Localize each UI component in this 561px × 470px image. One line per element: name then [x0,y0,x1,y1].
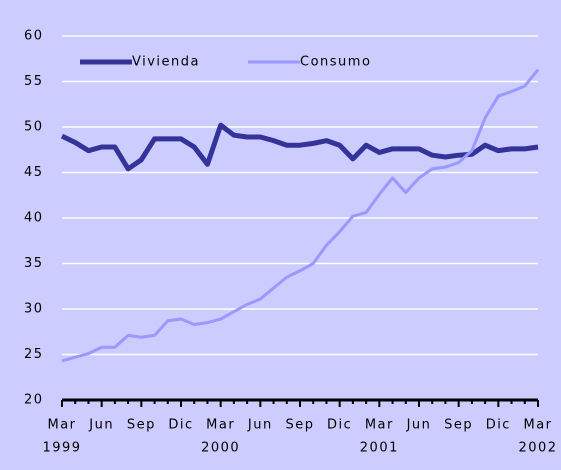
x-tick-label: Sep [444,418,473,433]
legend-label: Vivienda [132,55,200,70]
x-tick-label: Jun [88,418,114,433]
y-tick-label: 35 [24,256,44,271]
y-tick-label: 50 [24,120,44,135]
series-line [61,68,540,363]
y-tick-label: 30 [24,302,44,317]
x-tick-label: Sep [127,418,156,433]
x-year-label: 2001 [360,441,399,456]
legend-label: Consumo [300,55,371,70]
x-tick-label: Mar [365,418,394,433]
y-tick-label: 60 [24,29,44,44]
x-tick-label: Jun [247,418,273,433]
x-year-label: 2000 [201,441,240,456]
x-tick-label: Mar [47,418,76,433]
x-tick-label: Dic [327,418,352,433]
y-tick-label: 20 [24,393,44,408]
x-tick-label: Mar [523,418,552,433]
series-line [60,122,539,172]
x-year-label: 1999 [42,441,81,456]
y-tick-label: 40 [24,211,44,226]
x-year-label: 2002 [518,441,557,456]
x-tick-label: Dic [486,418,511,433]
x-tick-label: Mar [206,418,235,433]
x-tick-label: Sep [285,418,314,433]
x-tick-label: Dic [168,418,193,433]
y-tick-label: 55 [24,74,44,89]
y-tick-label: 25 [24,347,44,362]
y-tick-label: 45 [24,165,44,180]
x-tick-label: Jun [406,418,432,433]
